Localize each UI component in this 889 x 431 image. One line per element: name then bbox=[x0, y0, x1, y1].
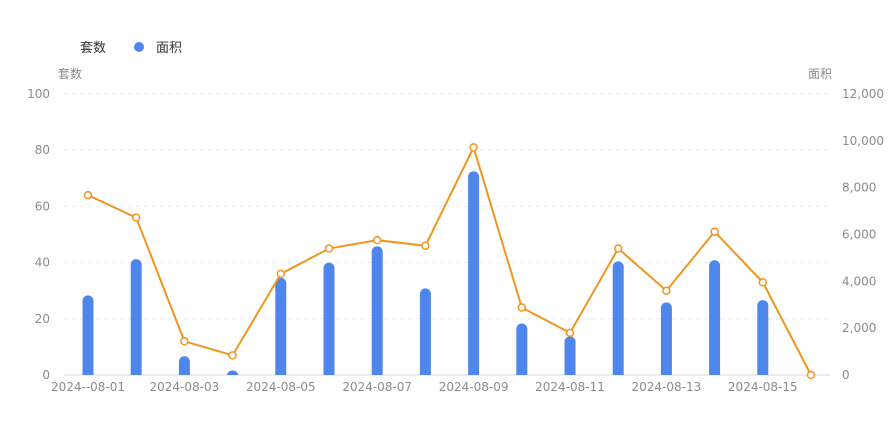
left-axis-tick-label: 20 bbox=[35, 312, 50, 326]
line-count-point bbox=[131, 213, 141, 222]
line-count-point bbox=[710, 227, 719, 236]
line-count-point bbox=[565, 328, 575, 338]
line-count-point bbox=[421, 241, 430, 250]
bar-area bbox=[227, 370, 239, 375]
right-axis-tick-label: 0 bbox=[842, 368, 850, 382]
bar-area bbox=[709, 260, 721, 375]
legend-item-count[interactable]: 套数 bbox=[60, 37, 106, 56]
legend-count-label: 套数 bbox=[80, 41, 107, 56]
bar-area bbox=[468, 171, 480, 375]
line-count-point bbox=[758, 278, 768, 287]
line-count-point bbox=[469, 143, 478, 152]
bar-area bbox=[82, 295, 94, 375]
line-count-point bbox=[228, 351, 237, 360]
line-count-point bbox=[517, 303, 527, 312]
line-count-point bbox=[806, 370, 816, 380]
bar-area bbox=[660, 302, 672, 375]
right-axis-tick-label: 12,000 bbox=[842, 87, 884, 101]
legend-item-area[interactable]: 面积 bbox=[134, 37, 182, 56]
legend-area-label: 面积 bbox=[156, 41, 183, 56]
right-axis-tick-label: 6,000 bbox=[842, 228, 876, 242]
bar-area bbox=[516, 323, 528, 375]
bar-area bbox=[323, 262, 335, 375]
bar-area bbox=[757, 300, 769, 375]
x-axis-tick-label: 2024-08-07 bbox=[342, 380, 412, 394]
legend-area-marker bbox=[134, 41, 145, 52]
bar-area bbox=[419, 288, 431, 375]
line-count-point bbox=[324, 244, 334, 253]
right-axis-tick-label: 4,000 bbox=[842, 274, 876, 288]
left-axis-tick-label: 0 bbox=[42, 368, 50, 382]
bar-area bbox=[371, 246, 383, 375]
line-count-point bbox=[613, 244, 623, 253]
line-count-point bbox=[276, 269, 286, 279]
x-axis-tick-label: 2024-08-09 bbox=[439, 380, 509, 394]
x-axis-tick-label: 2024-08-11 bbox=[535, 380, 605, 394]
left-axis-tick-label: 60 bbox=[35, 199, 50, 213]
bar-area bbox=[178, 356, 190, 375]
bar-area bbox=[612, 261, 624, 375]
x-axis-tick-label: 2024-08-05 bbox=[246, 380, 316, 394]
left-axis-tick-label: 80 bbox=[35, 143, 50, 157]
x-axis-tick-label: 2024-08-15 bbox=[728, 380, 798, 394]
right-axis-tick-label: 10,000 bbox=[842, 134, 884, 148]
line-count-point bbox=[83, 190, 93, 200]
right-axis-tick-label: 8,000 bbox=[842, 181, 876, 195]
line-count-point bbox=[180, 337, 189, 346]
x-axis-tick-label: 2024--08-01 bbox=[51, 380, 125, 394]
bar-area bbox=[130, 259, 142, 375]
x-axis-tick-label: 2024-08-13 bbox=[632, 380, 702, 394]
right-axis-tick-label: 2,000 bbox=[842, 321, 876, 335]
bar-area bbox=[564, 336, 576, 375]
x-axis-tick-label: 2024-08-03 bbox=[150, 380, 220, 394]
line-count-series bbox=[87, 144, 812, 376]
bar-area bbox=[275, 277, 287, 375]
left-axis-tick-label: 40 bbox=[35, 256, 50, 270]
line-count-point bbox=[372, 235, 382, 245]
left-axis-title: 套数 bbox=[58, 67, 83, 81]
legend: 套数 面积 bbox=[60, 37, 210, 56]
line-count-point bbox=[662, 286, 671, 295]
right-axis-title: 面积 bbox=[808, 67, 833, 81]
left-axis-tick-label: 100 bbox=[27, 87, 50, 101]
